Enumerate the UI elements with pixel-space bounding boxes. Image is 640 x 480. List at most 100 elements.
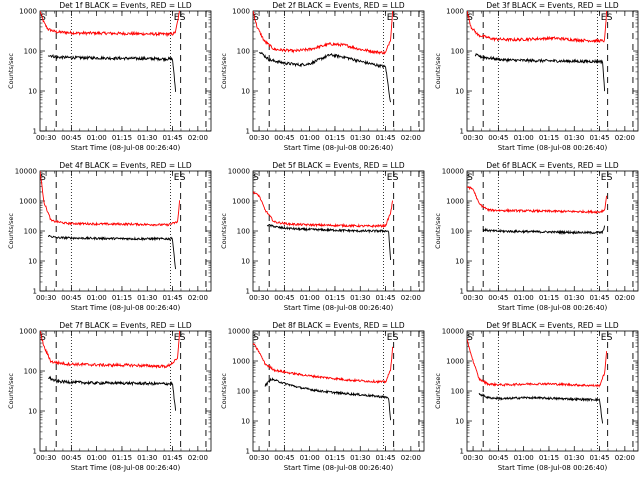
- y-axis-label: Counts/sec: [220, 213, 228, 249]
- x-tick-label: 00:45: [488, 294, 508, 302]
- x-tick-label: 01:15: [539, 294, 559, 302]
- marker-letter: S: [253, 13, 259, 23]
- y-tick-label: 1000: [232, 198, 250, 206]
- marker-letter: E: [387, 173, 393, 183]
- y-tick-label: 10000: [228, 168, 250, 176]
- x-tick-label: 02:00: [401, 134, 421, 142]
- panel-title: Det 9f BLACK = Events, RED = LLD: [486, 321, 619, 330]
- x-tick-label: 01:30: [350, 454, 370, 462]
- plot-frame: [252, 330, 425, 452]
- y-axis-label: Counts/sec: [434, 373, 442, 409]
- x-tick-label: 00:45: [61, 454, 81, 462]
- x-tick-label: 01:15: [112, 454, 132, 462]
- y-tick-label: 10: [241, 88, 250, 96]
- y-tick-label: 10000: [228, 328, 250, 336]
- x-tick-label: 01:45: [589, 294, 609, 302]
- marker-letter: E: [601, 173, 607, 183]
- x-tick-label: 01:45: [589, 134, 609, 142]
- panel-title: Det 7f BLACK = Events, RED = LLD: [59, 321, 192, 330]
- x-tick-label: 00:30: [249, 454, 269, 462]
- y-tick-label: 1: [33, 128, 37, 136]
- x-tick-label: 01:45: [162, 134, 182, 142]
- y-tick-label: 1: [246, 288, 250, 296]
- marker-letter: S: [253, 173, 259, 183]
- x-tick-label: 00:45: [274, 454, 294, 462]
- x-tick-label: 01:00: [87, 454, 107, 462]
- y-tick-label: 1000: [232, 358, 250, 366]
- x-tick-label: 00:45: [488, 134, 508, 142]
- y-axis-label: Counts/sec: [220, 53, 228, 89]
- x-tick-label: 01:45: [375, 294, 395, 302]
- x-tick-label: 01:00: [300, 294, 320, 302]
- x-tick-label: 00:45: [61, 134, 81, 142]
- panel-title: Det 6f BLACK = Events, RED = LLD: [486, 161, 619, 170]
- x-tick-label: 01:15: [325, 134, 345, 142]
- panel-det-4: Det 4f BLACK = Events, RED = LLD Counts/s…: [7, 161, 212, 312]
- lld-series-line: [40, 171, 181, 227]
- plot-frame: [39, 10, 212, 132]
- events-series-line: [48, 234, 177, 270]
- x-tick-label: 02:00: [401, 454, 421, 462]
- panel-title: Det 2f BLACK = Events, RED = LLD: [272, 1, 405, 10]
- x-tick-label: 00:30: [463, 454, 483, 462]
- x-axis-label: Start Time (08-Jul-08 00:26:40): [284, 304, 394, 312]
- x-tick-label: 00:45: [61, 294, 81, 302]
- x-tick-label: 01:15: [539, 134, 559, 142]
- marker-letter: E: [601, 13, 607, 23]
- events-series-line: [482, 225, 606, 235]
- y-tick-label: 1: [460, 448, 464, 456]
- x-tick-label: 01:00: [300, 454, 320, 462]
- x-tick-label: 00:30: [249, 294, 269, 302]
- plot-frame: [252, 10, 425, 132]
- x-tick-label: 01:30: [350, 294, 370, 302]
- x-tick-label: 00:30: [36, 294, 56, 302]
- x-axis-label: Start Time (08-Jul-08 00:26:40): [284, 144, 394, 152]
- marker-letter: S: [180, 13, 186, 23]
- x-axis-label: Start Time (08-Jul-08 00:26:40): [498, 304, 608, 312]
- x-tick-label: 01:30: [350, 134, 370, 142]
- y-tick-label: 10: [28, 408, 37, 416]
- panel-det-5: Det 5f BLACK = Events, RED = LLD Counts/s…: [220, 161, 425, 312]
- y-tick-label: 1000: [446, 198, 464, 206]
- y-tick-label: 100: [24, 48, 37, 56]
- x-tick-label: 01:00: [300, 134, 320, 142]
- panel-det-3: Det 3f BLACK = Events, RED = LLD Counts/s…: [434, 1, 639, 152]
- marker-letter: S: [40, 173, 46, 183]
- y-tick-label: 10: [455, 418, 464, 426]
- events-series-line: [47, 54, 177, 92]
- events-series-line: [478, 392, 604, 424]
- y-tick-label: 1: [460, 288, 464, 296]
- panel-det-1: Det 1f BLACK = Events, RED = LLD Counts/s…: [7, 1, 212, 152]
- x-axis-label: Start Time (08-Jul-08 00:26:40): [498, 144, 608, 152]
- x-tick-label: 00:45: [274, 134, 294, 142]
- x-axis-label: Start Time (08-Jul-08 00:26:40): [71, 304, 181, 312]
- marker-letter: S: [253, 333, 259, 343]
- marker-letter: S: [467, 173, 473, 183]
- y-axis-label: Counts/sec: [434, 53, 442, 89]
- y-tick-label: 100: [237, 48, 250, 56]
- x-tick-label: 01:00: [87, 294, 107, 302]
- marker-letter: S: [393, 333, 399, 343]
- panel-title: Det 4f BLACK = Events, RED = LLD: [59, 161, 192, 170]
- x-tick-label: 01:00: [514, 454, 534, 462]
- lld-series-line: [467, 186, 608, 215]
- events-series-line: [264, 377, 392, 421]
- x-tick-label: 01:30: [137, 454, 157, 462]
- x-axis-label: Start Time (08-Jul-08 00:26:40): [284, 464, 394, 472]
- panel-title: Det 5f BLACK = Events, RED = LLD: [272, 161, 405, 170]
- panel-title: Det 8f BLACK = Events, RED = LLD: [272, 321, 405, 330]
- y-tick-label: 100: [451, 388, 464, 396]
- x-axis-label: Start Time (08-Jul-08 00:26:40): [498, 464, 608, 472]
- y-tick-label: 1000: [232, 8, 250, 16]
- y-tick-label: 1000: [446, 8, 464, 16]
- lld-series-line: [40, 11, 180, 38]
- marker-letter: S: [40, 13, 46, 23]
- y-axis-label: Counts/sec: [7, 213, 15, 249]
- x-tick-label: 01:30: [137, 134, 157, 142]
- panel-title: Det 1f BLACK = Events, RED = LLD: [59, 1, 192, 10]
- marker-letter: S: [467, 333, 473, 343]
- lld-series-line: [253, 191, 394, 229]
- y-axis-label: Counts/sec: [7, 53, 15, 89]
- y-tick-label: 1000: [446, 358, 464, 366]
